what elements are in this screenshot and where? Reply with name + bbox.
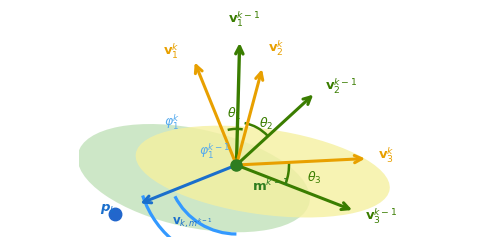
Text: $\boldsymbol{p}_k$: $\boldsymbol{p}_k$ [100, 202, 118, 216]
Text: $\mathbf{m}^{k-1}$: $\mathbf{m}^{k-1}$ [252, 178, 290, 194]
Text: $\mathbf{v}_1^{k-1}$: $\mathbf{v}_1^{k-1}$ [228, 9, 261, 29]
Text: $\mathbf{v}_{k,m^{k-1}}$: $\mathbf{v}_{k,m^{k-1}}$ [173, 216, 213, 230]
Text: $\theta_1$: $\theta_1$ [226, 106, 241, 122]
Text: $\mathbf{v}_1^{k}$: $\mathbf{v}_1^{k}$ [162, 42, 179, 61]
Ellipse shape [78, 124, 310, 232]
Text: $\mathbf{v}_3^{k}$: $\mathbf{v}_3^{k}$ [378, 145, 394, 165]
Text: $\varphi_1^{k}$: $\varphi_1^{k}$ [164, 113, 180, 132]
Text: $\varphi_1^{k-1}$: $\varphi_1^{k-1}$ [199, 142, 230, 161]
Text: $\theta_2$: $\theta_2$ [260, 116, 274, 132]
Ellipse shape [136, 126, 390, 218]
Text: $\mathbf{v}_3^{k-1}$: $\mathbf{v}_3^{k-1}$ [364, 206, 397, 226]
Text: $\mathbf{v}_2^{k}$: $\mathbf{v}_2^{k}$ [268, 39, 284, 58]
Text: $\theta_3$: $\theta_3$ [307, 170, 322, 186]
Text: $\mathbf{v}_2^{k-1}$: $\mathbf{v}_2^{k-1}$ [325, 76, 358, 96]
